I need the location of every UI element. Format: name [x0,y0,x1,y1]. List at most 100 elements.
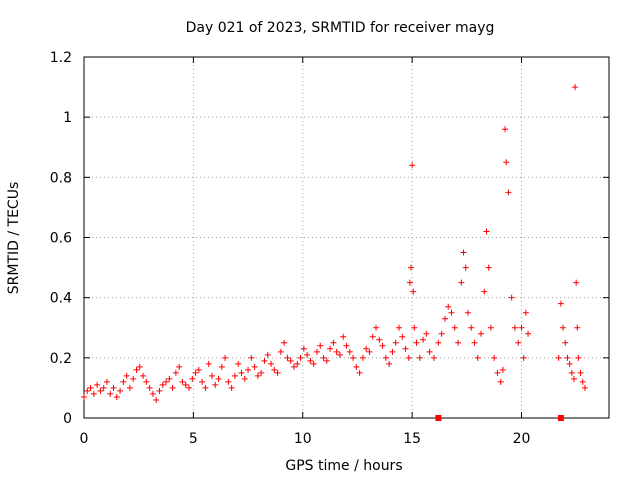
x-tick-label: 5 [189,431,198,447]
data-point [133,366,140,373]
data-point [369,333,376,340]
data-point [525,330,532,337]
data-point [294,360,301,367]
baseline-marker [557,415,564,421]
data-point [575,354,582,361]
data-point [330,339,337,346]
data-point [333,348,340,355]
data-point [140,372,147,379]
data-point [574,324,581,331]
data-point [503,159,510,166]
data-point [406,279,413,286]
data-point [448,309,455,316]
data-point [379,342,386,349]
data-point [389,348,396,355]
data-point [235,360,242,367]
data-point [386,360,393,367]
data-point [474,354,481,361]
data-point [396,324,402,331]
x-axis-label: GPS time / hours [285,458,402,474]
data-point [399,333,406,340]
data-point [317,342,324,349]
data-point [94,381,101,388]
data-point [146,384,153,391]
data-point [199,378,206,385]
y-tick-label: 1 [63,110,72,126]
data-point [179,378,186,385]
data-point [159,381,166,388]
data-point [462,264,469,271]
data-point [373,324,380,331]
data-point [149,390,156,397]
data-point [413,339,420,346]
data-point [502,126,509,133]
data-point [441,315,448,322]
x-tick-label: 0 [80,431,89,447]
data-point [189,375,196,382]
data-point [423,330,430,337]
data-point [271,366,278,373]
y-tick-label: 0.6 [50,231,72,247]
data-point [268,360,275,367]
data-point [508,294,515,301]
data-point [156,387,163,394]
data-point [212,381,219,388]
data-point [497,378,504,385]
data-point [81,393,87,400]
data-point [471,339,478,346]
data-point [274,369,281,376]
data-point [336,351,343,358]
data-point [343,342,350,349]
data-point [568,369,575,376]
data-point [573,279,580,286]
data-point [359,354,366,361]
data-point [382,354,389,361]
data-point [192,369,199,376]
data-point [346,348,353,355]
data-point [284,354,291,361]
data-point [169,384,176,391]
data-point [376,336,383,343]
data-point [281,339,288,346]
data-point [110,384,117,391]
data-point [468,324,475,331]
data-point [123,372,130,379]
data-point [172,369,179,376]
y-tick-label: 0.2 [50,351,72,367]
data-point [320,354,327,361]
data-point [438,330,445,337]
grid-layer [84,57,609,418]
data-point [571,375,577,382]
data-point [313,348,320,355]
y-tick-label: 0 [63,411,72,427]
data-point [505,189,512,196]
points-layer [81,84,588,421]
data-point [426,348,433,355]
data-point [455,339,462,346]
data-point [327,345,334,352]
data-point [511,324,518,331]
data-point [113,393,120,400]
data-point [254,372,261,379]
data-point [557,300,564,307]
data-point [264,351,271,358]
data-point [117,387,124,394]
data-point [163,378,170,385]
data-point [555,354,562,361]
data-point [195,366,202,373]
data-point [494,369,501,376]
data-point [215,375,222,382]
data-point [307,357,314,364]
data-point [120,378,127,385]
data-point [323,357,330,364]
data-point [300,345,307,352]
data-point [182,381,189,388]
data-point [231,372,238,379]
data-point [291,363,297,370]
data-point [451,324,458,331]
data-point [363,345,370,352]
data-point [90,390,97,397]
x-tick-label: 15 [403,431,421,447]
y-tick-label: 0.4 [50,291,72,307]
